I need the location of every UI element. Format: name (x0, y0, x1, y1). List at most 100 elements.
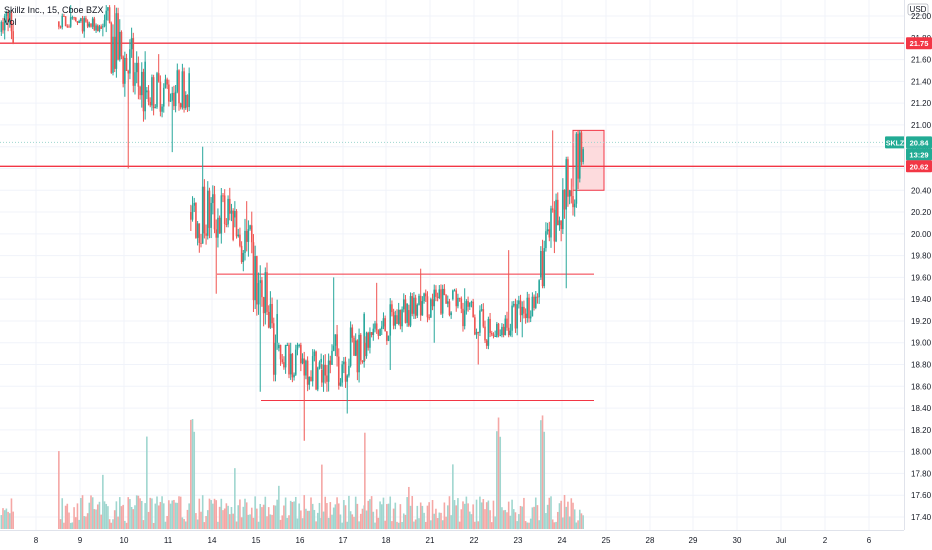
candle-body (122, 56, 124, 84)
volume-bar (10, 498, 13, 529)
volume-bar (452, 464, 454, 529)
symbol-badge (885, 136, 905, 149)
candle-body (162, 87, 165, 107)
candle-body (266, 272, 268, 312)
candle-body (283, 362, 285, 368)
volume-bar (367, 500, 370, 529)
volume-bar (166, 515, 168, 529)
symbol-line[interactable]: Skillz Inc., 15, Cboe BZX (4, 5, 104, 15)
price-tick-label: 19.20 (911, 317, 932, 326)
volume-bar (543, 431, 546, 529)
volume-bar (487, 500, 490, 529)
volume-bar (430, 520, 432, 529)
candle-body (103, 20, 106, 27)
volume-bar (244, 498, 246, 529)
candle-body (300, 344, 302, 364)
candle-body (474, 317, 476, 335)
volume-bar (298, 503, 300, 529)
volume-bar (223, 508, 226, 529)
candle-body (98, 26, 101, 32)
candle-body (210, 202, 212, 228)
candle-body (227, 198, 229, 225)
volume-bar (485, 502, 488, 529)
volume-bar (511, 499, 513, 529)
volume-bar (252, 517, 255, 529)
candle-body (239, 234, 241, 246)
volume-bar (183, 519, 185, 529)
candle-body (468, 302, 471, 307)
volume-bar (276, 499, 278, 529)
candle-body (100, 26, 102, 29)
time-tick-label: 23 (514, 536, 523, 545)
candle-body (311, 356, 314, 382)
volume-bar (531, 507, 534, 529)
candle-body (316, 367, 319, 390)
volume-bar (365, 510, 368, 529)
volume-bar (441, 520, 444, 529)
volume-bar (107, 506, 109, 529)
volume-bar (156, 496, 158, 529)
candle-body (125, 57, 128, 71)
volume-bar (157, 505, 160, 529)
candle-body (78, 21, 80, 24)
candle-body (435, 289, 437, 297)
volume-bar (484, 509, 486, 529)
time-tick-label: 14 (208, 536, 217, 545)
volume-bar (550, 496, 552, 529)
volume-bar (546, 504, 549, 529)
candle-body (346, 375, 349, 382)
volume-bar (190, 419, 192, 529)
volume-bar (465, 496, 468, 529)
volume-bar (2, 508, 4, 529)
volume-bar (0, 515, 3, 529)
volume-bar (193, 431, 196, 529)
volume-bar (361, 508, 364, 529)
volume-label[interactable]: Vol (4, 17, 17, 27)
volume-bar (118, 497, 121, 529)
volume-bar (232, 513, 234, 529)
price-tick-label: 21.40 (911, 77, 932, 86)
volume-bar (391, 521, 393, 529)
candle-body (528, 297, 530, 319)
candle-body (215, 229, 218, 238)
candle-body (2, 22, 4, 31)
candle-body (318, 362, 321, 368)
volume-bar (230, 507, 233, 529)
volume-bar (399, 504, 402, 529)
volume-bar (577, 520, 579, 529)
volume-bar (181, 517, 184, 529)
time-tick-label: 8 (34, 536, 39, 545)
volume-bar (316, 512, 319, 529)
candle-body (188, 73, 190, 108)
volume-bar (377, 517, 380, 529)
volume-bar (370, 496, 373, 529)
candle-body (301, 358, 304, 364)
volume-bar (293, 501, 295, 529)
candle-body (320, 358, 322, 363)
candle-body (324, 364, 327, 376)
candle-body (12, 31, 14, 44)
candle-body (356, 340, 359, 373)
candle-body (135, 62, 138, 73)
time-tick-label: 21 (426, 536, 435, 545)
candle-body (560, 220, 562, 230)
time-axis[interactable]: 8 9 10 11 14 15 16 17 18 21 22 23 24 25 28 29 30 Jul 2 6 (34, 536, 872, 545)
candle-body (174, 91, 177, 107)
candle-body (157, 73, 160, 82)
price-axis[interactable]: USD22.0021.8021.6021.4021.2021.0020.8020… (907, 3, 932, 522)
volume-bar (300, 510, 302, 529)
volume-bar (380, 504, 383, 529)
price-tick-label: 17.60 (911, 491, 932, 500)
candle-body (59, 26, 62, 28)
candle-body (411, 296, 414, 314)
volume-bar (315, 521, 317, 529)
candle-body (262, 297, 265, 314)
volume-bar (220, 498, 223, 529)
price-badge (906, 37, 932, 50)
volume-bar (322, 511, 325, 529)
volume-bar (382, 497, 385, 529)
volume-bar (523, 497, 525, 529)
volume-bar (247, 514, 250, 529)
volume-bar (555, 521, 557, 529)
